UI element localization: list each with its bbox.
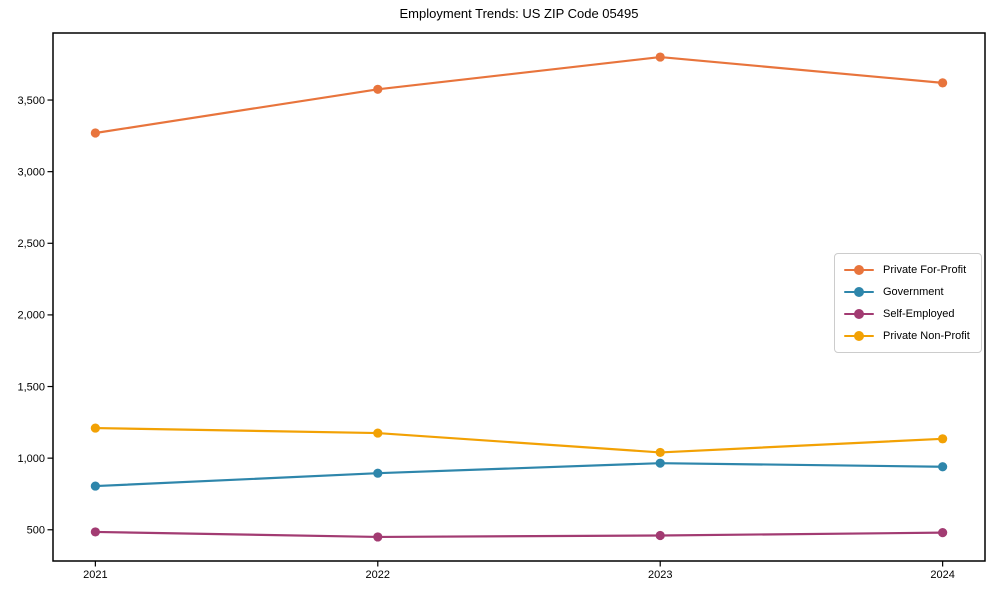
series-line-private-for-profit: [94, 55, 944, 135]
data-point-government-2021: [90, 481, 100, 491]
data-point-private-non-profit-2024: [938, 434, 948, 444]
y-tick-label: 1,500: [17, 381, 45, 393]
y-tick-label: 1,000: [17, 453, 45, 465]
chart-title: Employment Trends: US ZIP Code 05495: [399, 6, 639, 21]
data-point-government-2024: [938, 462, 948, 472]
series-line-private-non-profit: [94, 426, 944, 454]
data-point-private-non-profit-2022: [373, 428, 383, 438]
legend-item-government: Government: [844, 281, 981, 303]
series-line-self-employed: [94, 530, 944, 539]
x-tick-label: 2022: [366, 569, 390, 581]
data-point-government-2022: [373, 468, 383, 478]
data-point-self-employed-2024: [938, 528, 948, 538]
data-point-private-for-profit-2024: [938, 78, 948, 88]
legend-item-private-for-profit: Private For-Profit: [844, 259, 981, 281]
legend: Private For-Profit Government Self-Employe…: [834, 253, 982, 353]
x-tick-label: 2021: [83, 569, 107, 581]
x-tick-label: 2024: [930, 569, 954, 581]
legend-item-private-non-profit: Private Non-Profit: [844, 325, 981, 347]
data-point-government-2023: [655, 458, 665, 468]
legend-line-marker-icon: [844, 287, 874, 297]
axes-box: [52, 32, 986, 562]
series-line-government: [94, 462, 944, 488]
legend-item-label: Private Non-Profit: [883, 330, 970, 342]
data-point-private-for-profit-2023: [655, 52, 665, 62]
y-tick-label: 500: [27, 525, 45, 537]
data-point-self-employed-2021: [90, 527, 100, 537]
legend-item-label: Private For-Profit: [883, 264, 967, 276]
data-point-private-for-profit-2022: [373, 84, 383, 94]
legend-item-self-employed: Self-Employed: [844, 303, 981, 325]
data-point-self-employed-2022: [373, 532, 383, 542]
data-point-private-non-profit-2021: [90, 423, 100, 433]
legend-item-label: Government: [883, 286, 944, 298]
legend-line-marker-icon: [844, 309, 874, 319]
y-tick-label: 3,500: [17, 95, 45, 107]
data-point-private-for-profit-2021: [90, 128, 100, 138]
x-tick-label: 2023: [648, 569, 672, 581]
legend-item-label: Self-Employed: [883, 308, 955, 320]
data-point-self-employed-2023: [655, 530, 665, 541]
data-point-private-non-profit-2023: [655, 447, 665, 458]
y-tick-label: 3,000: [17, 166, 45, 178]
y-tick-label: 2,000: [17, 310, 45, 322]
legend-line-marker-icon: [844, 265, 874, 275]
legend-line-marker-icon: [844, 331, 874, 341]
y-tick-label: 2,500: [17, 238, 45, 250]
